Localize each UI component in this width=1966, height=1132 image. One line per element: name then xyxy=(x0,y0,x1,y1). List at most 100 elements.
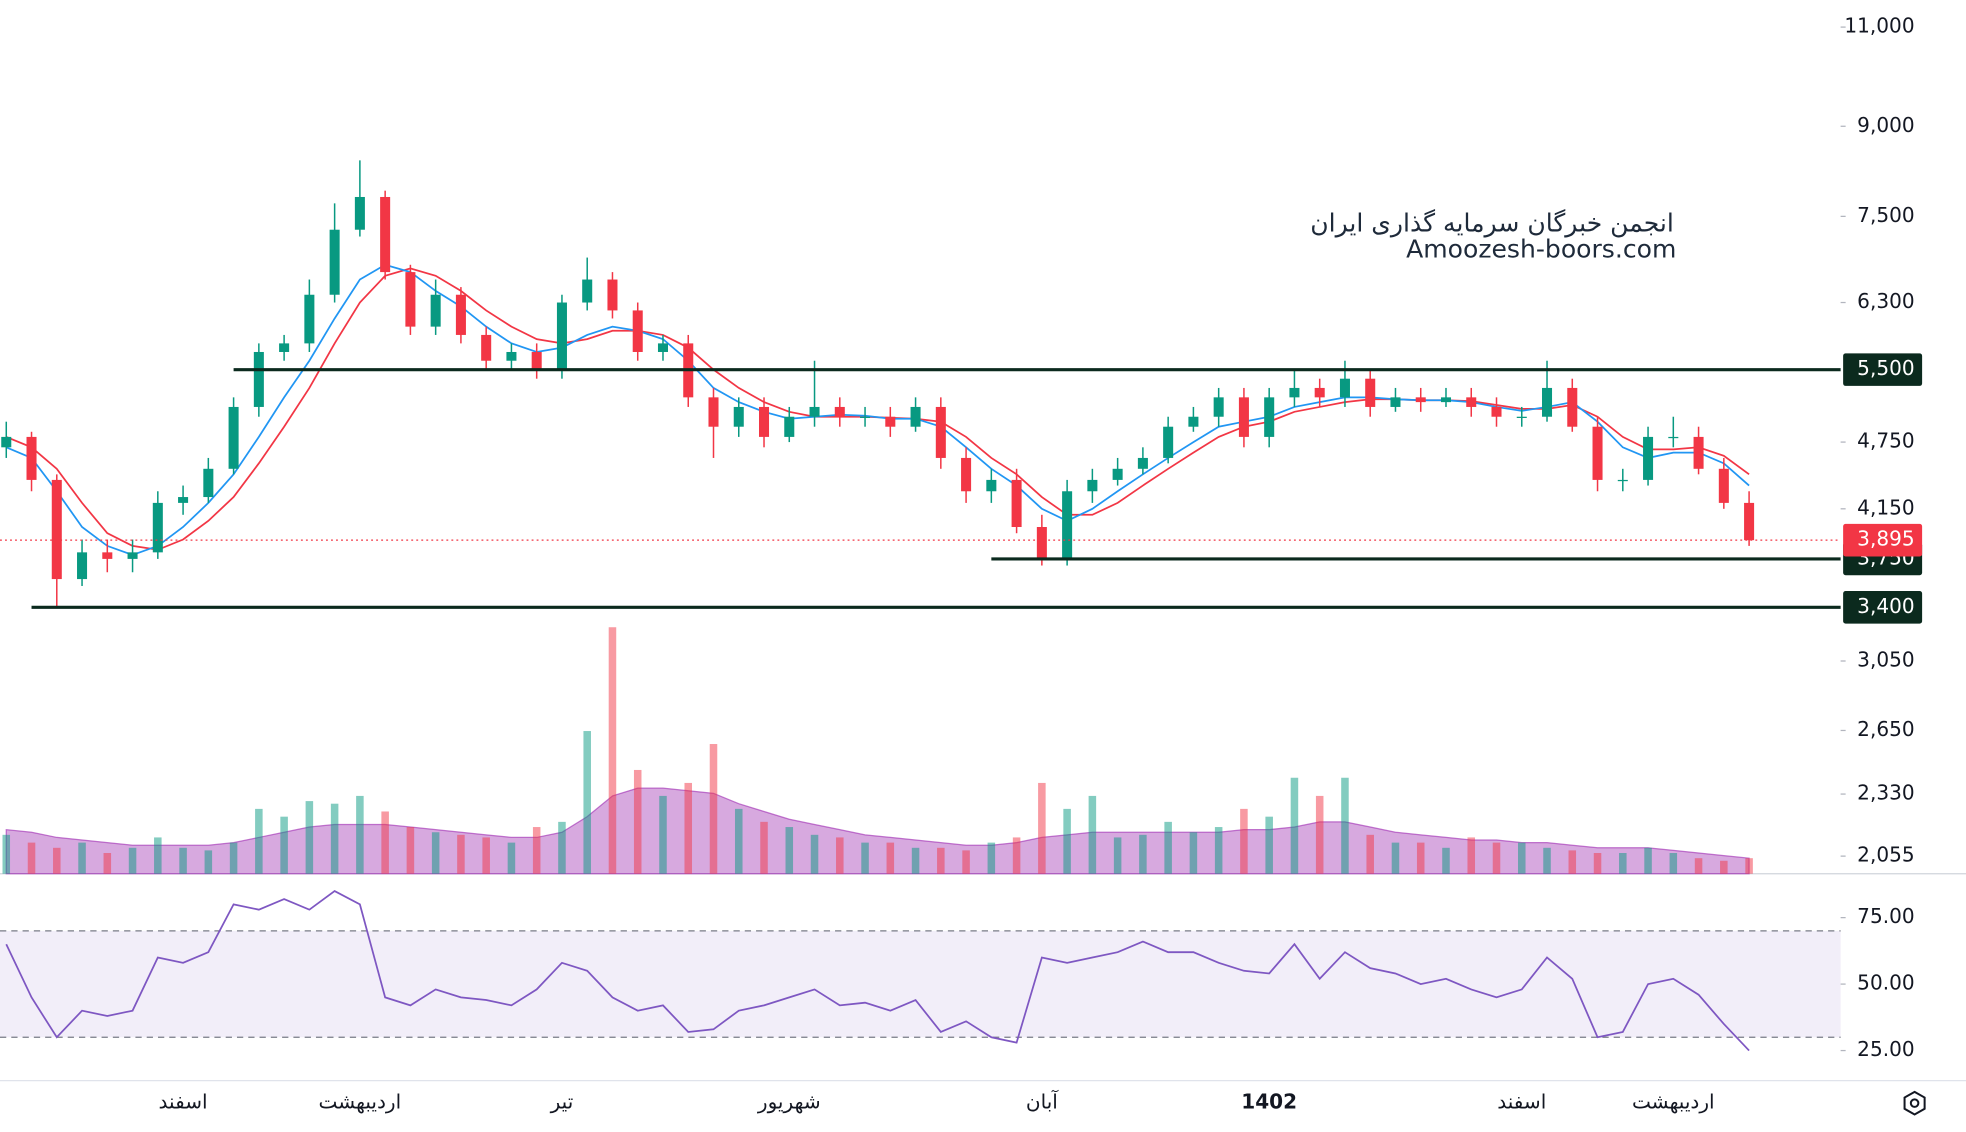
candle-body xyxy=(455,294,466,335)
volume-bar xyxy=(785,827,794,874)
volume-ma-area xyxy=(5,787,1750,875)
y-tick-label: 4,750 xyxy=(1857,429,1914,453)
volume-bar xyxy=(1012,837,1021,874)
candle-body xyxy=(910,406,921,427)
y-tick-label: 7,500 xyxy=(1857,203,1914,227)
candle-body xyxy=(1213,397,1224,417)
y-tick-label: 3,050 xyxy=(1857,648,1914,672)
volume-bar xyxy=(1265,816,1273,874)
watermark: Amoozesh-boors.com xyxy=(1406,235,1676,264)
candle-body xyxy=(784,416,795,437)
volume-bar xyxy=(886,842,895,874)
volume-bar xyxy=(760,821,768,874)
candle-body xyxy=(1036,527,1047,559)
volume-bar xyxy=(2,834,11,874)
volume-bar xyxy=(659,795,667,874)
volume-bar xyxy=(1063,808,1071,874)
candle-body xyxy=(1062,491,1073,559)
rsi-tick-label: 50.00 xyxy=(1857,971,1914,995)
x-tick-label: 1402 xyxy=(1241,1090,1297,1114)
last-price-box xyxy=(1843,523,1923,557)
candle-body xyxy=(708,397,719,427)
candle-body xyxy=(1491,406,1502,417)
volume-bar xyxy=(1038,782,1046,874)
watermark: انجمن خبرگان سرمایه گذاری ایران xyxy=(1310,208,1674,237)
candle-body xyxy=(1137,457,1148,469)
volume-bar xyxy=(633,769,642,874)
volume-bar xyxy=(1593,852,1602,874)
x-tick-label: آبان xyxy=(1026,1089,1059,1114)
candle-body xyxy=(1643,436,1654,480)
candle-body xyxy=(51,479,62,580)
volume-bar xyxy=(330,803,339,874)
volume-bar xyxy=(1391,842,1400,874)
y-tick-label: 2,330 xyxy=(1857,781,1914,805)
candle-body xyxy=(1744,502,1755,541)
candle-body xyxy=(506,351,517,361)
candle-body xyxy=(531,351,542,370)
settings-icon[interactable] xyxy=(1903,1090,1926,1116)
candle-body xyxy=(1390,397,1401,407)
volume-bar xyxy=(583,731,591,874)
volume-bar xyxy=(1492,842,1501,874)
y-tick-label: 2,650 xyxy=(1857,717,1914,741)
candle-body xyxy=(1087,479,1098,492)
x-tick-label: اردیبهشت xyxy=(319,1090,402,1114)
volume-bar xyxy=(1669,852,1678,874)
candle-body xyxy=(733,406,744,427)
settings-hexagon[interactable] xyxy=(1903,1090,1926,1116)
y-tick-label: 4,150 xyxy=(1857,495,1914,519)
x-tick-label: اسفند xyxy=(159,1090,208,1114)
volume-bar xyxy=(1568,850,1577,874)
volume-bar xyxy=(1518,842,1526,874)
y-tick-label: 2,055 xyxy=(1857,843,1914,867)
candle-body xyxy=(1289,387,1300,398)
rsi-band xyxy=(0,930,1841,1038)
candle-body xyxy=(1365,378,1376,407)
candle-body xyxy=(1440,397,1452,403)
settings-dot[interactable] xyxy=(1909,1098,1920,1108)
candle-body xyxy=(935,406,946,458)
volume-bar xyxy=(709,744,718,874)
volume-bar xyxy=(431,832,440,874)
volume-bar xyxy=(1720,860,1728,874)
volume-bar xyxy=(305,801,314,874)
volume-bar xyxy=(558,821,566,874)
moving-average xyxy=(5,263,1750,556)
volume-bar xyxy=(1341,777,1349,874)
volume-bar xyxy=(1366,834,1374,874)
candle-body xyxy=(1718,468,1729,503)
candle-body xyxy=(481,334,492,361)
candle-body xyxy=(1516,416,1527,418)
volume-bar xyxy=(1694,858,1703,874)
candle-body xyxy=(632,310,643,352)
candle-body xyxy=(405,272,416,327)
volume-bar xyxy=(406,827,415,874)
volume-bar xyxy=(608,627,617,874)
candle-body xyxy=(253,351,264,407)
candle-body xyxy=(986,479,997,492)
candle-body xyxy=(1314,387,1325,398)
volume-bar xyxy=(1442,847,1450,874)
candle-body xyxy=(1264,397,1275,437)
volume-bar xyxy=(1189,832,1198,874)
candle-body xyxy=(354,196,365,230)
candle-body xyxy=(26,436,37,480)
y-tick-label: 11,000 xyxy=(1844,14,1914,38)
candle-body xyxy=(1617,479,1628,482)
candle-body xyxy=(809,406,820,417)
candle-body xyxy=(1238,397,1249,437)
volume-bar xyxy=(1214,827,1223,874)
candle-body xyxy=(1011,479,1022,528)
candle-body xyxy=(556,302,567,370)
x-tick-label: شهریور xyxy=(757,1090,821,1114)
volume-bar xyxy=(204,850,213,874)
candle-body xyxy=(885,416,896,427)
volume-bar xyxy=(911,847,920,874)
volume-bar xyxy=(1619,852,1627,874)
candle-body xyxy=(279,343,290,352)
volume-bar xyxy=(78,842,86,874)
volume-bar xyxy=(1416,842,1425,874)
